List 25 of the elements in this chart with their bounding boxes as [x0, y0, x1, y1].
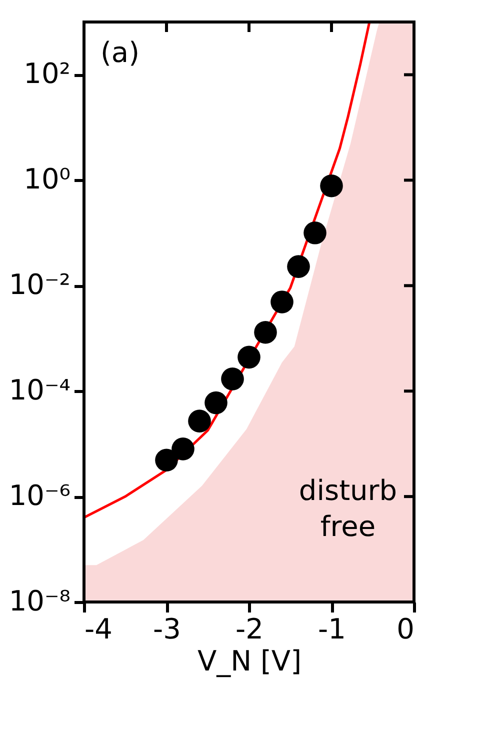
point: [155, 448, 178, 472]
point: [304, 222, 326, 244]
x-tick-label: -2: [236, 612, 264, 646]
point: [287, 255, 310, 278]
point: [238, 346, 260, 369]
y-tick-label: 10²: [24, 57, 70, 90]
point: [254, 320, 277, 344]
point: [221, 368, 244, 390]
annotation: disturb free: [298, 474, 398, 543]
x-tick-label: -4: [84, 612, 112, 646]
y-tick-label: 10⁻⁶: [8, 479, 70, 512]
y-tick-label: 10⁰: [24, 162, 70, 196]
point: [188, 410, 211, 432]
point: [270, 290, 294, 314]
x-tick-label: 0: [396, 612, 414, 646]
x-axis-title: V_N [V]: [197, 644, 302, 678]
point: [320, 174, 343, 198]
point: [204, 391, 228, 414]
y-tick-label: 10⁻⁸: [8, 584, 70, 618]
annotation: (a): [100, 36, 140, 69]
y-tick-label: 10⁻⁴: [8, 374, 70, 407]
x-tick-label: -1: [318, 612, 346, 646]
point: [172, 438, 194, 460]
y-tick-label: 10⁻²: [8, 268, 70, 302]
x-tick-label: -3: [153, 612, 181, 646]
